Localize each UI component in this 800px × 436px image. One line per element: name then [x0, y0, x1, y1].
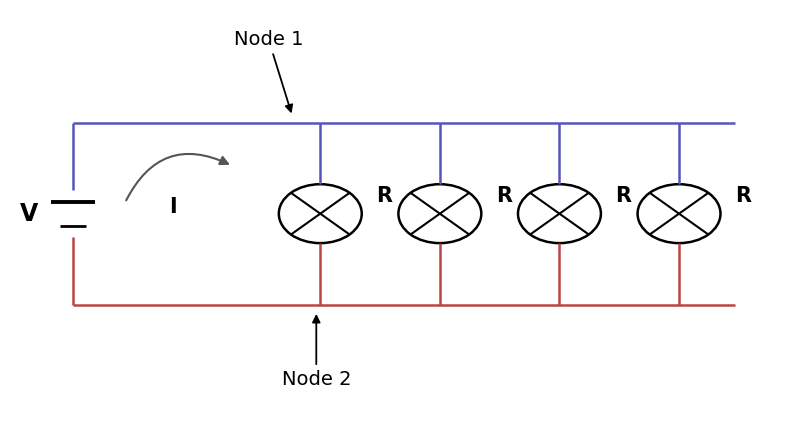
Text: Node 1: Node 1	[234, 30, 303, 112]
Text: I: I	[169, 197, 177, 217]
Text: R: R	[376, 186, 392, 206]
Text: R: R	[735, 186, 751, 206]
Text: Node 2: Node 2	[282, 316, 351, 389]
Text: R: R	[496, 186, 512, 206]
Text: R: R	[615, 186, 631, 206]
Text: V: V	[20, 202, 38, 226]
